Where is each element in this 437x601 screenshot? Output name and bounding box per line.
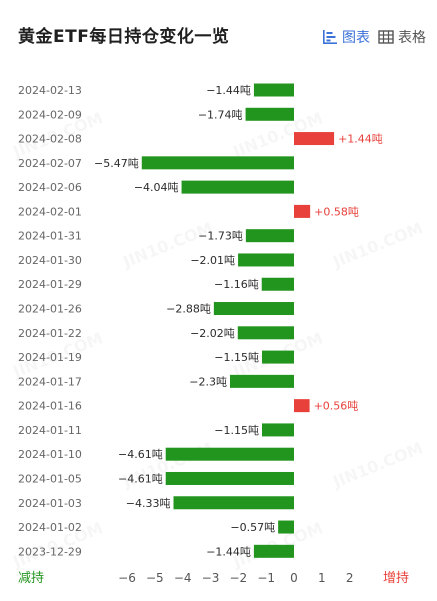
bar xyxy=(261,350,294,364)
category-label: 2024-01-03 xyxy=(18,497,82,510)
bar xyxy=(173,496,294,510)
category-label: 2024-02-01 xyxy=(18,205,82,218)
data-label: −2.01吨 xyxy=(190,254,235,267)
data-label: −0.57吨 xyxy=(230,521,275,534)
category-label: 2024-01-05 xyxy=(18,472,82,485)
category-label: 2024-01-30 xyxy=(18,254,82,267)
bar xyxy=(229,374,294,388)
bar xyxy=(245,229,294,243)
bar xyxy=(294,132,335,146)
category-label: 2024-01-11 xyxy=(18,424,82,437)
x-tick-label: 1 xyxy=(318,571,326,585)
category-label: 2024-01-22 xyxy=(18,327,82,340)
category-label: 2024-01-16 xyxy=(18,400,82,413)
x-tick-label: 0 xyxy=(290,571,298,585)
data-label: −1.16吨 xyxy=(214,278,259,291)
bar xyxy=(141,156,294,170)
category-label: 2024-02-09 xyxy=(18,108,82,121)
data-label: −1.15吨 xyxy=(214,351,259,364)
bar xyxy=(245,107,294,121)
category-label: 2024-01-17 xyxy=(18,375,82,388)
data-label: −1.15吨 xyxy=(214,424,259,437)
header: 黄金ETF每日持仓变化一览 图表 表格 xyxy=(0,0,437,70)
data-label: −2.88吨 xyxy=(166,303,211,316)
bar xyxy=(278,520,294,534)
bar-chart-icon xyxy=(323,30,337,44)
data-label: −1.73吨 xyxy=(198,230,243,243)
x-tick-label: −5 xyxy=(146,571,164,585)
bar xyxy=(238,253,294,267)
x-tick-label: −2 xyxy=(229,571,247,585)
category-label: 2024-02-08 xyxy=(18,133,82,146)
data-label: +1.44吨 xyxy=(338,133,383,146)
bar xyxy=(253,544,294,558)
tab-chart[interactable]: 图表 xyxy=(322,27,370,47)
data-label: +0.58吨 xyxy=(314,205,359,218)
data-label: −4.33吨 xyxy=(126,497,171,510)
category-label: 2024-02-07 xyxy=(18,157,82,170)
category-label: 2024-02-13 xyxy=(18,84,82,97)
bar xyxy=(237,326,294,340)
bar xyxy=(294,399,310,413)
x-tick-label: −1 xyxy=(257,571,275,585)
data-label: −5.47吨 xyxy=(94,157,139,170)
bar xyxy=(294,204,311,218)
table-icon xyxy=(378,30,394,44)
data-label: −4.04吨 xyxy=(134,181,179,194)
data-label: −2.02吨 xyxy=(190,327,235,340)
x-tick-label: −4 xyxy=(174,571,192,585)
bar xyxy=(165,471,294,485)
data-label: −4.61吨 xyxy=(118,472,163,485)
bar-chart: 2024-02-13 −1.44吨 2024-02-09 −1.74吨 2024-02-… xyxy=(18,83,409,586)
increase-axis-label: 增持 xyxy=(383,571,409,586)
category-label: 2024-01-10 xyxy=(18,448,82,461)
bar xyxy=(181,180,294,194)
x-tick-label: −3 xyxy=(202,571,220,585)
tab-table-label: 表格 xyxy=(398,30,426,46)
category-label: 2024-01-19 xyxy=(18,351,82,364)
data-label: −2.3吨 xyxy=(189,375,227,388)
data-label: +0.56吨 xyxy=(314,400,359,413)
page-title: 黄金ETF每日持仓变化一览 xyxy=(18,27,230,47)
x-tick-label: −6 xyxy=(118,571,136,585)
data-label: −4.61吨 xyxy=(118,448,163,461)
tab-table[interactable]: 表格 xyxy=(378,27,426,47)
category-label: 2024-01-31 xyxy=(18,230,82,243)
category-label: 2023-12-29 xyxy=(18,545,82,558)
bar xyxy=(165,447,294,461)
data-label: −1.44吨 xyxy=(206,545,251,558)
data-label: −1.44吨 xyxy=(206,84,251,97)
category-label: 2024-01-29 xyxy=(18,278,82,291)
decrease-axis-label: 减持 xyxy=(18,571,44,586)
category-label: 2024-01-02 xyxy=(18,521,82,534)
category-label: 2024-02-06 xyxy=(18,181,82,194)
bar xyxy=(261,277,294,291)
bar xyxy=(253,83,294,97)
category-label: 2024-01-26 xyxy=(18,303,82,316)
x-tick-label: 2 xyxy=(346,571,354,585)
tab-chart-label: 图表 xyxy=(342,30,370,46)
bar xyxy=(261,423,294,437)
data-label: −1.74吨 xyxy=(198,108,243,121)
bar xyxy=(213,302,294,316)
